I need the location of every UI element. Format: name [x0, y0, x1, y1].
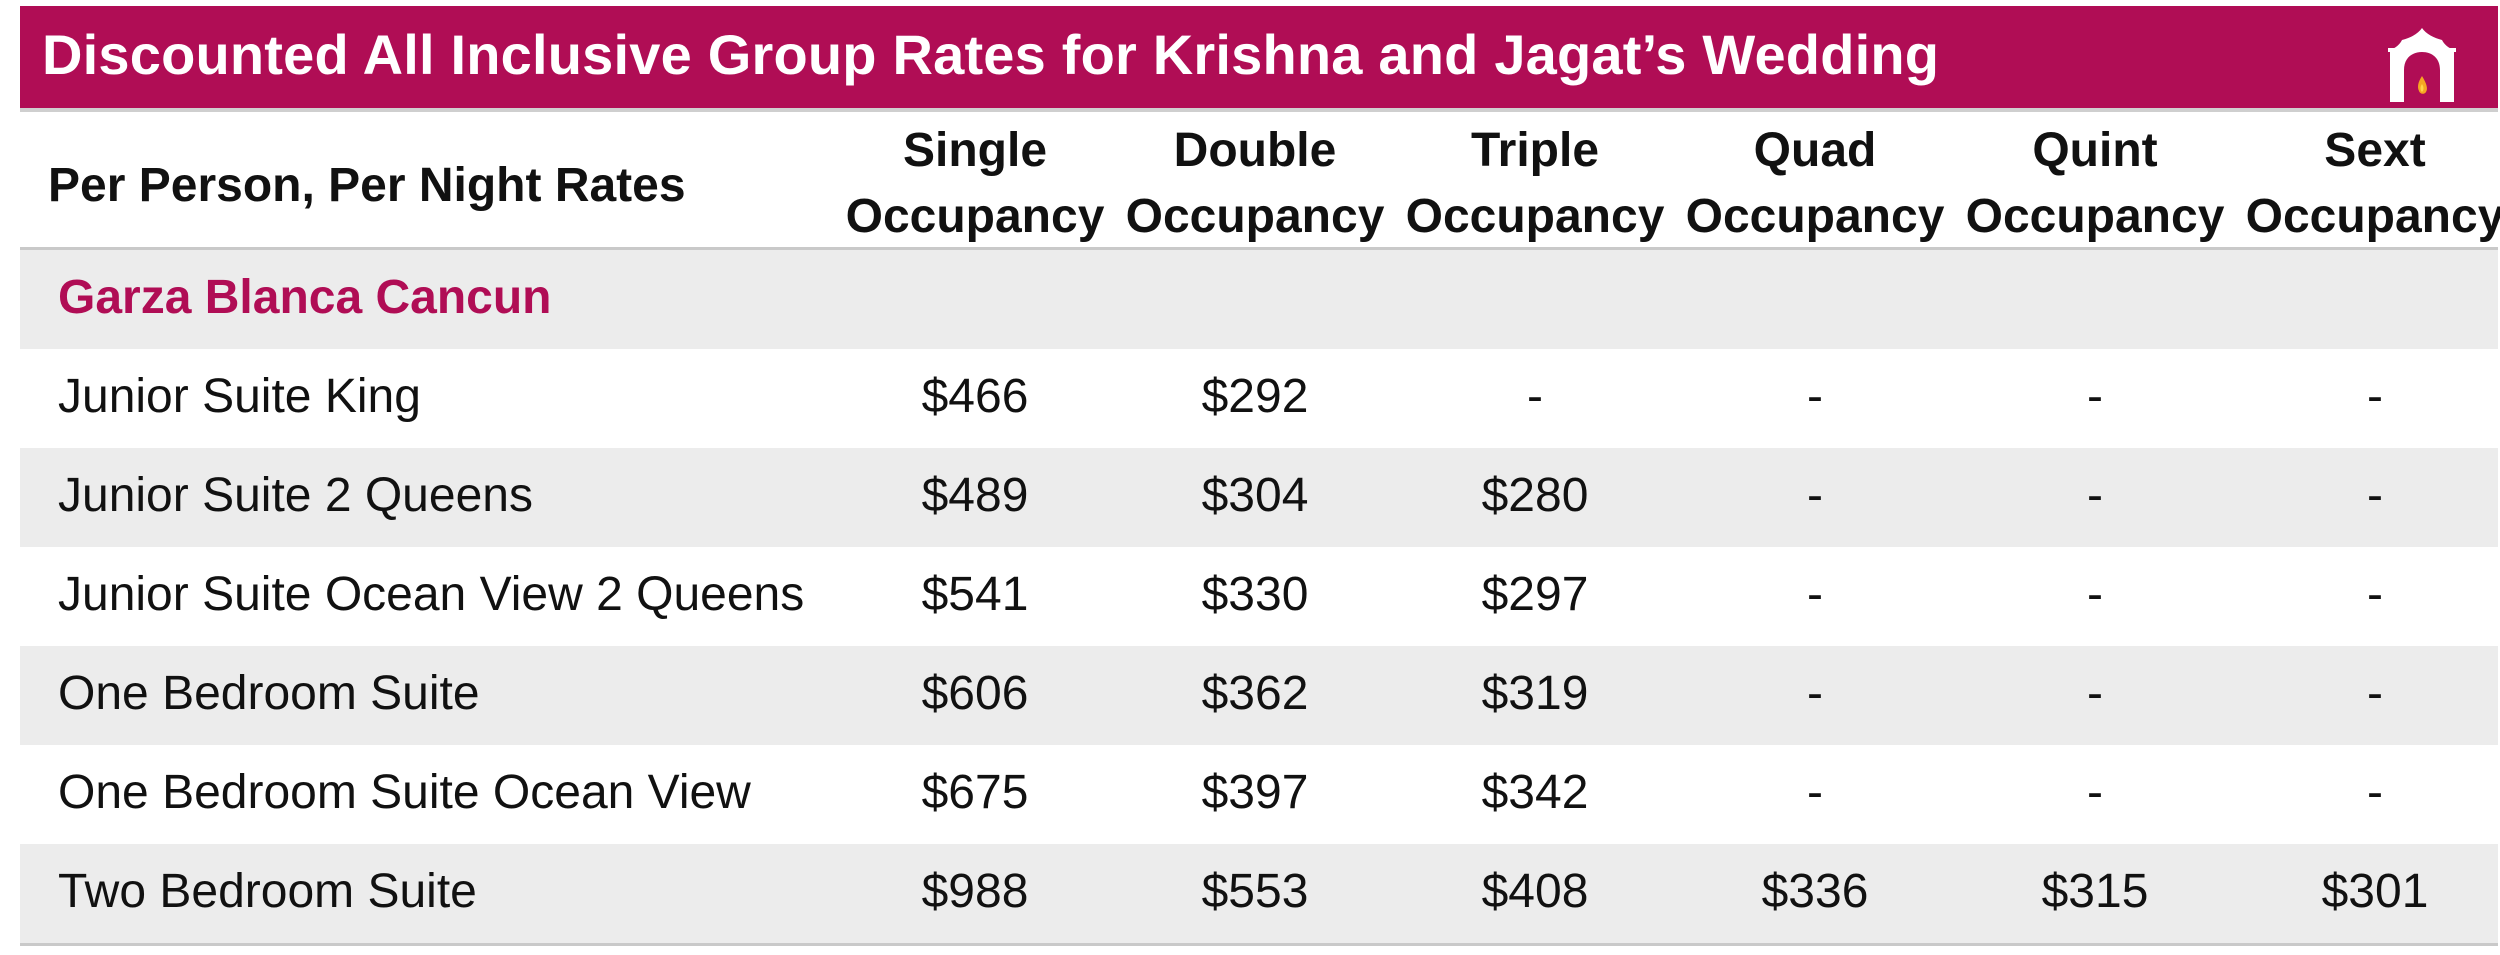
column-header-line1: Sext	[2324, 124, 2426, 177]
rate-quint: -	[2087, 370, 2103, 423]
rate-sext: -	[2367, 667, 2383, 720]
rate-single: $541	[921, 568, 1029, 621]
rate-single: $675	[921, 766, 1029, 819]
rate-double: $292	[1201, 370, 1309, 423]
rate-double: $553	[1201, 865, 1309, 918]
room-type-label: Two Bedroom Suite	[58, 865, 477, 918]
rate-double: $330	[1201, 568, 1309, 621]
rate-quad: -	[1807, 568, 1823, 621]
rate-sext: -	[2367, 568, 2383, 621]
rate-quad: $336	[1761, 865, 1869, 918]
rate-sext: $301	[2321, 865, 2429, 918]
rate-single: $489	[921, 469, 1029, 522]
rate-sext: -	[2367, 766, 2383, 819]
table-row: Junior Suite Ocean View 2 Queens $541 $3…	[20, 547, 2498, 646]
rate-quad: -	[1807, 766, 1823, 819]
resort-name: Garza Blanca Cancun	[58, 271, 552, 324]
rate-sext: -	[2367, 469, 2383, 522]
rate-quad: -	[1807, 469, 1823, 522]
rate-quint: -	[2087, 766, 2103, 819]
room-type-label: One Bedroom Suite Ocean View	[58, 766, 751, 819]
column-header-quint: Quint Occupancy	[1955, 118, 2235, 250]
rate-triple: $297	[1481, 568, 1589, 621]
room-type-label: Junior Suite 2 Queens	[58, 469, 533, 522]
rate-single: $466	[921, 370, 1029, 423]
column-header-single: Single Occupancy	[835, 118, 1115, 250]
column-header-line1: Single	[902, 124, 1048, 177]
rate-triple: $342	[1481, 766, 1589, 819]
rate-triple: -	[1527, 370, 1543, 423]
rate-quint: -	[2087, 667, 2103, 720]
table-row: One Bedroom Suite Ocean View $675 $397 $…	[20, 745, 2498, 844]
table-row: Junior Suite 2 Queens $489 $304 $280 - -…	[20, 448, 2498, 547]
rate-quad: -	[1807, 370, 1823, 423]
column-header-line2: Occupancy	[845, 190, 1105, 243]
room-type-label: Junior Suite Ocean View 2 Queens	[58, 568, 805, 621]
resort-section-row: Garza Blanca Cancun	[20, 250, 2498, 349]
table-row: One Bedroom Suite $606 $362 $319 - - -	[20, 646, 2498, 745]
rate-quint: -	[2087, 469, 2103, 522]
column-header-line1: Quint	[2032, 124, 2158, 177]
column-header-quad: Quad Occupancy	[1675, 118, 1955, 250]
table-row: Two Bedroom Suite $988 $553 $408 $336 $3…	[20, 844, 2498, 946]
rate-single: $988	[921, 865, 1029, 918]
column-header-sext: Sext Occupancy	[2235, 118, 2500, 250]
rate-single: $606	[921, 667, 1029, 720]
rate-triple: $280	[1481, 469, 1589, 522]
room-type-label: Junior Suite King	[58, 370, 421, 423]
column-header-triple: Triple Occupancy	[1395, 118, 1675, 250]
table-row: Junior Suite King $466 $292 - - - -	[20, 349, 2498, 448]
mandap-canopy-flame-icon	[2388, 28, 2456, 102]
rate-triple: $408	[1481, 865, 1589, 918]
rate-double: $304	[1201, 469, 1309, 522]
page-title: Discounted All Inclusive Group Rates for…	[42, 23, 1940, 86]
column-header-line2: Occupancy	[2245, 190, 2500, 243]
room-type-label: One Bedroom Suite	[58, 667, 480, 720]
column-header-line2: Occupancy	[1685, 190, 1945, 243]
rate-sext: -	[2367, 370, 2383, 423]
rate-double: $362	[1201, 667, 1309, 720]
column-header-line2: Occupancy	[1965, 190, 2225, 243]
rate-double: $397	[1201, 766, 1309, 819]
table-header-row: Per Person, Per Night Rates Single Occup…	[20, 112, 2500, 250]
column-header-line1: Quad	[1753, 124, 1877, 177]
column-header-line1: Triple	[1470, 124, 1600, 177]
title-bar: Discounted All Inclusive Group Rates for…	[20, 6, 2498, 112]
column-header-line2: Occupancy	[1125, 190, 1385, 243]
row-header-label: Per Person, Per Night Rates	[48, 159, 686, 212]
rate-quint: $315	[2041, 865, 2149, 918]
column-header-line2: Occupancy	[1405, 190, 1665, 243]
rate-quint: -	[2087, 568, 2103, 621]
rate-quad: -	[1807, 667, 1823, 720]
rates-table-card: Discounted All Inclusive Group Rates for…	[20, 6, 2500, 946]
column-header-double: Double Occupancy	[1115, 118, 1395, 250]
column-header-line1: Double	[1173, 124, 1337, 177]
rate-triple: $319	[1481, 667, 1589, 720]
